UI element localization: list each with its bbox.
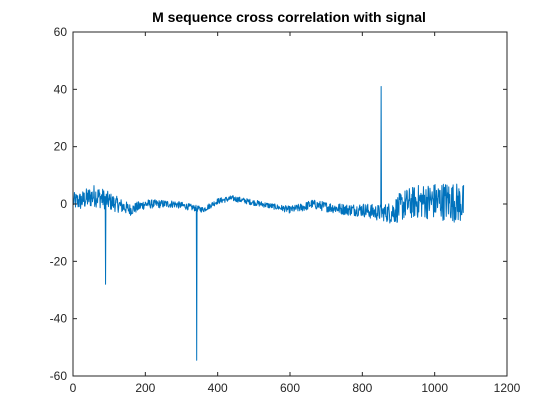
x-tick-label: 1200 (494, 381, 521, 395)
y-tick-label: -60 (50, 369, 68, 383)
x-tick-label: 400 (208, 381, 228, 395)
x-tick-label: 800 (352, 381, 372, 395)
ticks-layer: 0 200 400 600 800 1000 1200 -60 -40 -20 0 20 40 60 (50, 25, 521, 395)
chart-title: M sequence cross correlation with signal (152, 9, 426, 25)
x-tick-label: 600 (280, 381, 300, 395)
x-tick-label: 0 (70, 381, 77, 395)
x-tick-label: 200 (135, 381, 155, 395)
y-tick-label: 0 (60, 197, 67, 211)
y-tick-label: 20 (54, 140, 68, 154)
y-tick-label: 60 (54, 25, 68, 39)
series-layer (72, 85, 465, 361)
y-tick-label: 40 (54, 82, 68, 96)
y-tick-label: -40 (50, 312, 68, 326)
y-tick-label: -20 (50, 254, 68, 268)
x-tick-label: 1000 (421, 381, 448, 395)
series-line-0 (72, 85, 465, 361)
